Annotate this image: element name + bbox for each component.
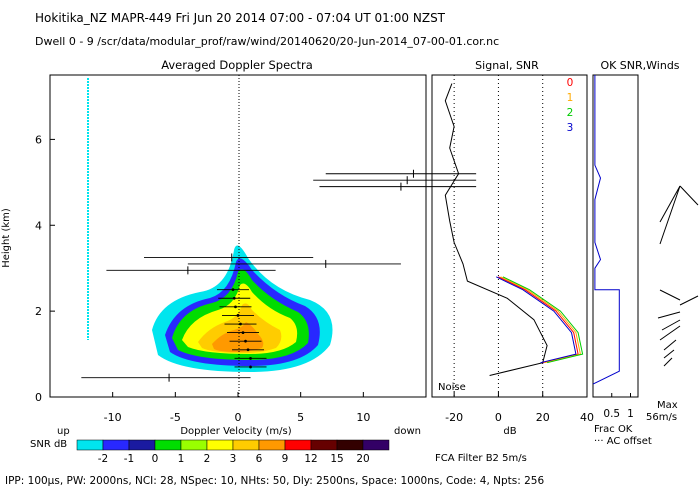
snr-x-tick-label: -20: [445, 411, 463, 424]
colorbar-tick: 0: [152, 453, 159, 465]
colorbar-tick: 12: [304, 453, 317, 465]
header-line2: Dwell 0 - 9 /scr/data/modular_prof/raw/w…: [35, 35, 499, 48]
y-tick-label: 6: [35, 133, 42, 146]
snr-marks: -20 0 20 40: [444, 75, 594, 424]
down-label: down: [394, 426, 421, 437]
y-tick-label: 2: [35, 305, 42, 318]
snr-x-tick-label: 40: [580, 411, 594, 424]
wind-barb: [659, 289, 681, 301]
colorbar-tick: -2: [98, 453, 108, 465]
snr-legend-entry: 2: [567, 107, 574, 119]
colorbar-tick: 15: [330, 453, 343, 465]
colorbar-swatch: [310, 439, 338, 451]
ok-frame: [592, 74, 639, 398]
colorbar-tick: 9: [282, 453, 289, 465]
snr-legend-entry: 3: [567, 122, 574, 134]
spectra-heatmap: [87, 78, 333, 372]
ok-x-tick-label: 1: [627, 408, 634, 420]
header-line1: Hokitika_NZ MAPR-449 Fri Jun 20 2014 07:…: [35, 11, 446, 25]
wind-barb: [661, 319, 681, 331]
colorbar-swatch: [180, 439, 208, 451]
wind-barb: [659, 185, 681, 223]
velocity-point: [249, 356, 252, 360]
noise-label: Noise: [438, 382, 466, 393]
colorbar-swatch: [76, 439, 104, 451]
max-value: 56m/s: [646, 412, 677, 423]
wind-barb: [657, 311, 681, 319]
velocity-point: [236, 314, 240, 317]
snr-frame: [431, 74, 588, 398]
colorbar-swatch: [206, 439, 234, 451]
snr-legend: 0 1 2 3: [567, 77, 574, 134]
colorbar-tick: 1: [178, 453, 185, 465]
colorbar-tick: 20: [356, 453, 369, 465]
snr-series-line: [502, 276, 584, 364]
colorbar-swatch: [154, 439, 182, 451]
snr-legend-entry: 0: [567, 77, 574, 89]
spectra-marks: [81, 169, 477, 382]
wind-barb: [659, 185, 681, 245]
snr-title: Signal, SNR: [475, 59, 539, 72]
colorbar-swatch: [258, 439, 286, 451]
snr-series-line: [495, 276, 577, 364]
velocity-point: [232, 296, 236, 300]
y-tick-label: 4: [35, 219, 42, 232]
snr-xlabel: dB: [503, 426, 516, 437]
snr-x-tick-label: 0: [495, 411, 502, 424]
velocity-point: [249, 365, 252, 369]
snr-legend-entry: 1: [567, 92, 574, 104]
colorbar-swatch: [232, 439, 260, 451]
x-tick-label: -10: [104, 411, 122, 424]
wind-barb: [663, 357, 673, 367]
velocity-point: [244, 339, 247, 343]
snr-x-tick-label: 20: [536, 411, 550, 424]
snr-series-line: [500, 276, 581, 364]
y-tick-label: 0: [35, 391, 42, 404]
wind-barbs: [657, 185, 699, 367]
x-tick-label: 0: [235, 411, 242, 424]
snr-colorbar: -2 -1 0 1 2 3 6 9 12 15 20: [76, 439, 390, 465]
colorbar-tick: 3: [230, 453, 237, 465]
wind-barb: [679, 295, 699, 306]
wind-barb: [663, 339, 677, 351]
colorbar-swatch: [362, 439, 390, 451]
ok-x-tick-label: 0.5: [603, 408, 620, 420]
frac-ok-label: Frac OK: [594, 424, 633, 435]
wind-barb: [663, 349, 675, 359]
snr-series-line: [498, 276, 579, 364]
fca-filter-label: FCA Filter B2 5m/s: [435, 453, 527, 464]
up-label: up: [57, 426, 70, 437]
x-tick-label: -5: [170, 411, 181, 424]
velocity-point: [231, 288, 235, 292]
colorbar-label: SNR dB: [30, 439, 67, 450]
colorbar-swatch: [284, 439, 312, 451]
spectra-xlabel: Doppler Velocity (m/s): [180, 426, 291, 437]
spectra-axes: -10 -5 0 5 10 0 2 4 6: [35, 133, 370, 424]
velocity-point: [239, 322, 242, 326]
colorbar-tick: 2: [204, 453, 211, 465]
colorbar-swatch: [336, 439, 364, 451]
footer-params: IPP: 100μs, PW: 2000ns, NCI: 28, NSpec: …: [5, 475, 544, 487]
x-tick-label: 10: [356, 411, 370, 424]
spectra-title: Averaged Doppler Spectra: [161, 58, 313, 72]
x-tick-label: 5: [297, 411, 304, 424]
velocity-point: [241, 331, 245, 334]
snr-series-line: [444, 83, 548, 376]
wind-barb: [679, 185, 699, 206]
velocity-point: [246, 348, 250, 352]
max-label: Max: [657, 400, 678, 411]
frac-ok-line: [592, 75, 620, 385]
colorbar-swatch: [128, 439, 156, 451]
ok-marks: 0.5 1: [592, 75, 634, 420]
ok-title: OK SNR,Winds: [600, 59, 679, 72]
colorbar-tick: 6: [256, 453, 263, 465]
spectra-ylabel: Height (km): [1, 208, 12, 268]
velocity-point: [234, 305, 237, 309]
wind-barb: [659, 325, 681, 341]
colorbar-tick: -1: [124, 453, 134, 465]
ac-offset-label: ··· AC offset: [594, 436, 652, 447]
colorbar-swatch: [102, 439, 130, 451]
